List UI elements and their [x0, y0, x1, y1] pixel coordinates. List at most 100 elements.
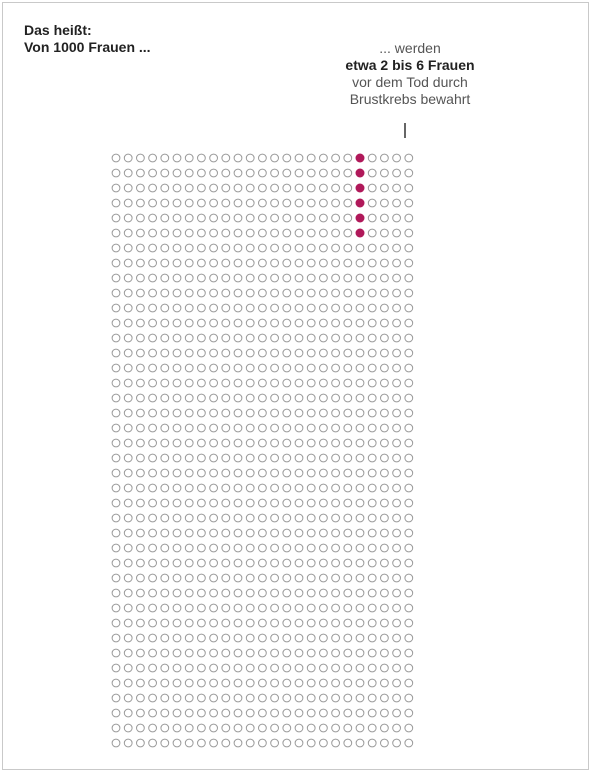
dot [245, 198, 255, 208]
dot [160, 543, 170, 553]
dot [245, 348, 255, 358]
dot [111, 198, 121, 208]
dot [306, 318, 316, 328]
dot [148, 363, 158, 373]
dot [258, 423, 267, 433]
dot [233, 723, 243, 733]
dot [136, 228, 145, 238]
dot [172, 603, 182, 613]
dot [136, 723, 145, 733]
dot [172, 348, 182, 358]
dot [270, 618, 280, 628]
dot [245, 483, 255, 493]
dot [392, 663, 402, 673]
dot [209, 198, 219, 208]
dot [184, 423, 194, 433]
dot [367, 498, 377, 508]
dot [306, 633, 316, 643]
dot [233, 273, 243, 283]
dot [319, 363, 328, 373]
dot [319, 678, 328, 688]
dot [319, 573, 328, 583]
dot [294, 678, 304, 688]
dot [258, 453, 267, 463]
dot [197, 573, 206, 583]
dot [404, 303, 414, 313]
dot [306, 303, 316, 313]
dot [209, 663, 219, 673]
dot [197, 378, 206, 388]
dot [184, 618, 194, 628]
dot [331, 318, 341, 328]
dot [245, 588, 255, 598]
dot [306, 438, 316, 448]
dot [221, 528, 231, 538]
dot [221, 708, 231, 718]
dot [282, 648, 292, 658]
dot [184, 468, 194, 478]
dot [221, 513, 231, 523]
dot [367, 483, 377, 493]
dot [184, 708, 194, 718]
callout-pointer-line [404, 123, 406, 138]
dot [392, 393, 402, 403]
dot [172, 453, 182, 463]
dot [221, 663, 231, 673]
dot [245, 273, 255, 283]
dot [367, 258, 377, 268]
dot [355, 333, 365, 343]
dot [136, 453, 145, 463]
dot [294, 528, 304, 538]
dot [392, 723, 402, 733]
dot [258, 618, 267, 628]
dot [221, 213, 231, 223]
dot [123, 318, 133, 328]
dot [111, 453, 121, 463]
dot [172, 573, 182, 583]
dot [148, 438, 158, 448]
dot [343, 243, 353, 253]
dot [221, 288, 231, 298]
dot [221, 348, 231, 358]
dot [306, 393, 316, 403]
dot [367, 213, 377, 223]
dot [172, 258, 182, 268]
dot [294, 303, 304, 313]
dot [294, 348, 304, 358]
dot [343, 708, 353, 718]
dot [160, 738, 170, 748]
dot [245, 633, 255, 643]
dot [343, 393, 353, 403]
dot [209, 558, 219, 568]
dot [245, 423, 255, 433]
dot [306, 528, 316, 538]
dot [148, 198, 158, 208]
dot [331, 528, 341, 538]
dot [221, 258, 231, 268]
dot [197, 423, 206, 433]
dot [380, 573, 389, 583]
dot [136, 378, 145, 388]
dot [270, 213, 280, 223]
dot [258, 288, 267, 298]
dot [209, 678, 219, 688]
dot [245, 648, 255, 658]
dot [282, 348, 292, 358]
dot [245, 528, 255, 538]
dot [221, 198, 231, 208]
dot [404, 678, 414, 688]
dot [172, 738, 182, 748]
dot [404, 618, 414, 628]
dot [160, 213, 170, 223]
dot [306, 663, 316, 673]
dot [380, 318, 389, 328]
dot [319, 348, 328, 358]
dot [148, 723, 158, 733]
dot [172, 213, 182, 223]
dot [343, 378, 353, 388]
dot [245, 438, 255, 448]
dot [343, 678, 353, 688]
dot [404, 183, 414, 193]
dot [136, 153, 145, 163]
